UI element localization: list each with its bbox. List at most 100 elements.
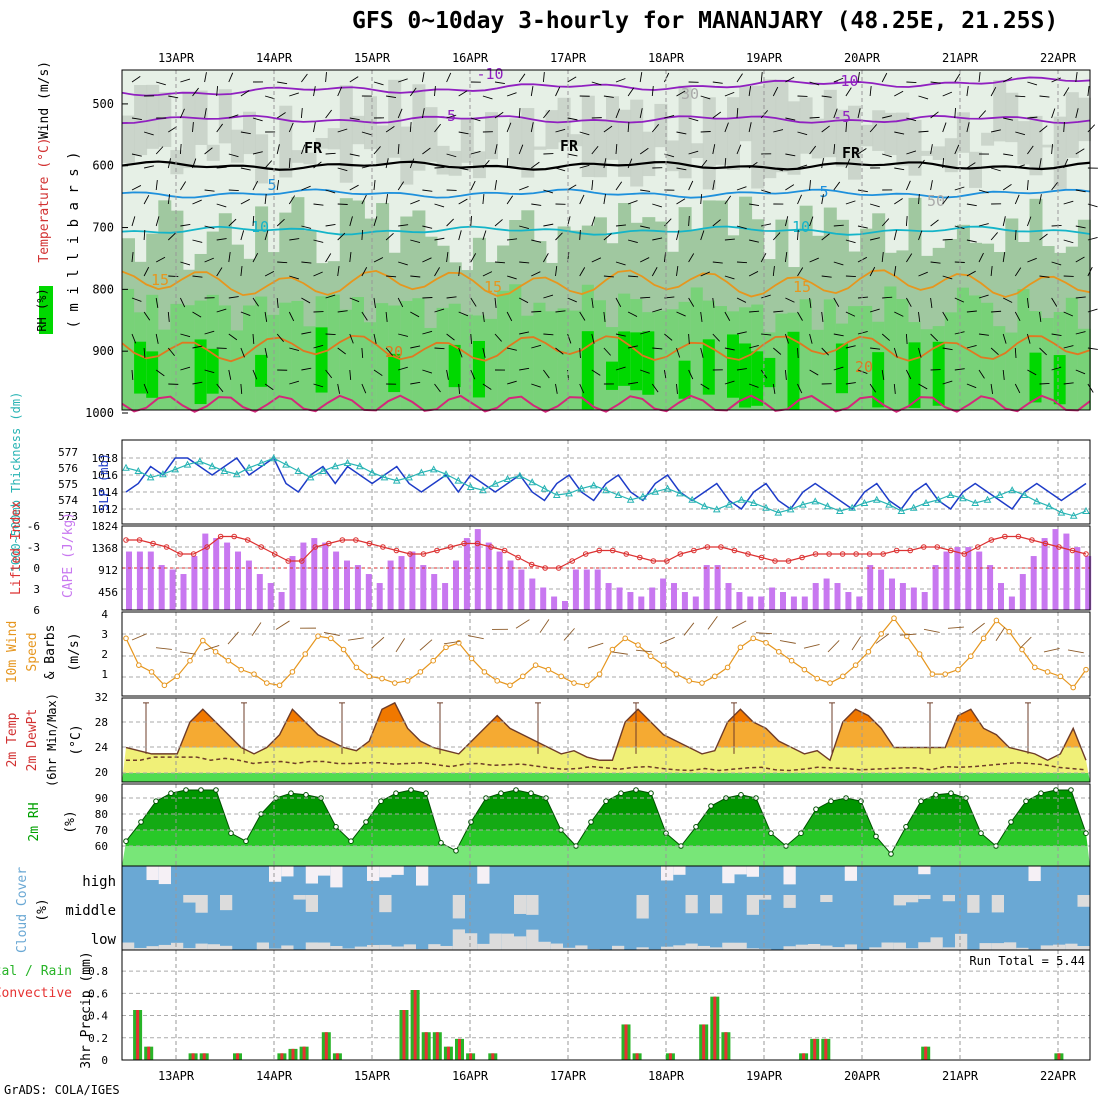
lifted-index-marker [907,547,914,554]
wind10-barb [443,641,460,645]
lifted-index-marker [961,551,968,557]
lifted-index-marker [123,537,129,543]
wind-barb [821,347,829,356]
thickness-marker [885,500,893,508]
wind10-barb [635,649,652,653]
wind10-marker [891,615,897,622]
contour-label: -5 [438,107,456,125]
wind10-barb [1067,649,1084,654]
cape-bar [594,569,601,610]
wind-barb [143,266,150,277]
wind10-marker [763,640,769,646]
rh2m-marker [1068,787,1074,793]
thickness-marker [1020,490,1029,498]
lifted-index-marker [772,558,778,564]
cloud-low-cell [256,942,269,950]
cloud-low-cell [440,945,453,950]
wind-barb [506,380,517,385]
cloud-panel-bg [122,866,1090,950]
contour-label: FR [842,144,861,162]
wind-barb [349,153,360,157]
wind-barb [531,271,541,277]
date-label-top: 13APR [158,51,195,65]
lifted-index-marker [1042,540,1049,547]
wind10-marker [878,631,885,637]
date-label-bottom: 21APR [942,1069,979,1083]
lifted-index-marker [190,551,197,557]
date-label-top: 17APR [550,51,587,65]
wind10-barb [539,619,550,633]
wind-barb [192,345,203,349]
rh-fill [896,299,910,410]
thickness-marker [577,484,586,492]
wind-barb [651,267,658,277]
wind-barb [192,275,203,278]
wind-barb [180,366,191,371]
cloud-low-cell [1065,943,1078,950]
wind-barb [918,347,922,358]
wind-barb [676,311,686,317]
thickness-marker [823,502,832,510]
thickness-marker [368,468,376,476]
wind-barb [1039,125,1048,133]
rh-fill [811,329,825,410]
isotherm-line [121,394,1091,413]
cloud-low-cell [550,943,563,950]
wind-barb [640,225,651,229]
wind10-barb [203,644,220,651]
lifted-index-marker [826,551,832,557]
rh2m-band [122,814,1090,830]
thickness-marker [245,463,253,471]
wind-barb [518,107,521,119]
wind-barb [712,180,715,191]
wind-barb [579,229,581,241]
wind-barb [615,143,618,155]
wind10-marker [340,646,347,653]
thickness-marker [959,494,967,502]
precip-tick: 0.8 [88,965,108,978]
contour-label: 20 [385,343,403,361]
wind-barb [349,117,360,121]
thickness-marker [159,470,167,478]
wind10-marker [673,671,680,677]
wind-barb [155,297,159,308]
rh-fill [702,339,716,395]
wind-barb [1075,148,1085,155]
date-label-bottom: 14APR [256,1069,293,1083]
precip-conv-bar [324,1032,328,1060]
wind-barb [289,347,300,351]
rh2m-tick: 60 [95,840,108,853]
wind-barb [543,369,550,379]
wind-barb [942,347,953,351]
rh-fill [472,151,486,179]
wind10-marker [648,653,654,660]
thickness-marker [429,465,438,473]
wind-barb [700,311,703,322]
wind-barb [869,203,880,208]
wind-barb [906,253,913,263]
rh-fill [521,108,535,178]
precip-conv-bar [713,996,717,1060]
wind-barb [724,275,735,280]
cape-bar [158,565,165,610]
wind-barb [531,310,542,313]
rh2m-marker [408,787,414,793]
wind-barb [228,369,232,380]
wind-barb [446,333,455,341]
wind-barb [301,367,312,371]
wind-barb [422,225,433,229]
rh-fill [545,311,559,410]
wind-barb [918,193,920,205]
wind-barb [966,383,977,389]
wind-barb [143,131,154,136]
cloud-low-cell [158,944,171,950]
wind-barb [882,296,893,299]
rh-fill [642,131,656,177]
thickness-marker [676,489,684,497]
wind10-marker [353,664,360,671]
wind-barb [966,203,977,207]
cloud-mid-cell [783,895,796,908]
rh2m-marker [138,819,144,825]
rh-fill [400,300,414,410]
wind-barb [785,153,796,157]
